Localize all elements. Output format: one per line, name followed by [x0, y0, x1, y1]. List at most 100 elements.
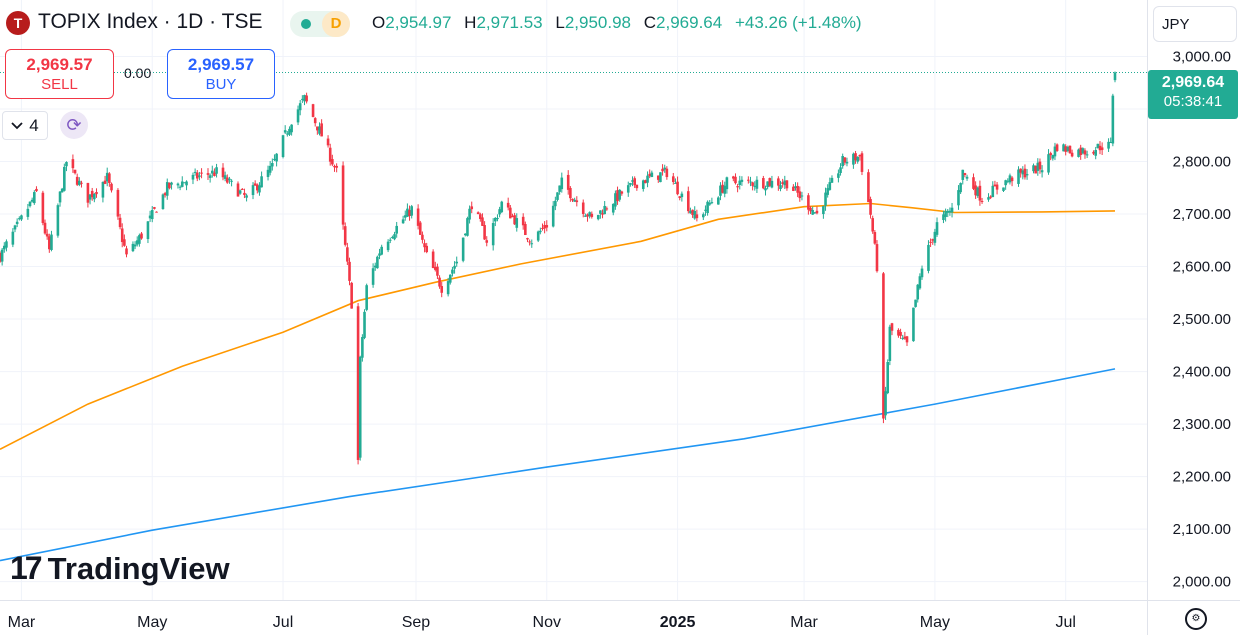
currency-selector[interactable]: JPY — [1153, 6, 1237, 42]
candle-body — [256, 184, 259, 191]
candle-body — [236, 183, 240, 197]
candle-body — [734, 176, 737, 184]
candle-body — [556, 192, 559, 200]
candle-body — [920, 268, 924, 278]
chevron-down-icon — [11, 121, 23, 129]
candle-body — [1100, 147, 1104, 150]
candle-body — [103, 180, 107, 184]
candle-body — [674, 182, 677, 184]
candle-body — [303, 95, 306, 102]
candle-body — [770, 180, 774, 188]
candle-body — [453, 265, 456, 269]
candle-body — [275, 153, 278, 162]
candle-body — [391, 237, 394, 239]
candle-body — [161, 194, 165, 210]
candle-body — [451, 269, 454, 274]
candle-body — [749, 181, 752, 183]
candle-body — [633, 178, 636, 186]
symbol-title[interactable]: TOPIX Index · 1D · TSE — [38, 10, 263, 33]
candle-body — [494, 217, 497, 222]
candle-body — [386, 241, 390, 251]
candle-body — [678, 196, 682, 198]
candle-body — [316, 126, 319, 131]
candle-body — [603, 205, 606, 215]
candle-body — [318, 126, 321, 134]
candle-body — [15, 221, 19, 225]
candle-body — [1098, 145, 1102, 151]
candle-body — [888, 326, 892, 361]
symbol-logo[interactable]: T — [6, 11, 30, 35]
candle-body — [333, 165, 336, 168]
x-tick-label: Nov — [533, 614, 561, 631]
refresh-icon[interactable]: ⟳ — [60, 111, 88, 139]
candle-body — [268, 165, 272, 173]
candle-body — [1092, 151, 1095, 154]
candle-body — [605, 208, 609, 210]
candle-body — [1070, 152, 1074, 157]
spread-value: 0.00 — [124, 65, 152, 81]
candle-body — [506, 202, 510, 208]
candle-body — [1085, 154, 1089, 156]
candle-body — [335, 165, 338, 168]
candle-body — [331, 159, 334, 165]
candle-body — [873, 232, 877, 244]
candle-body — [228, 178, 231, 181]
candle-body — [479, 214, 482, 219]
candle-body — [884, 391, 887, 416]
candle-body — [545, 225, 549, 228]
candle-body — [813, 212, 817, 214]
candle-body — [704, 209, 707, 211]
candle-body — [762, 178, 765, 189]
candle-body — [702, 214, 705, 218]
candle-body — [871, 218, 875, 232]
candle-body — [843, 157, 847, 163]
y-tick-label: 2,200.00 — [1173, 469, 1231, 486]
candle-body — [959, 183, 962, 193]
candle-body — [500, 201, 504, 213]
candle-body — [644, 180, 647, 184]
candle-body — [146, 221, 150, 239]
buy-button[interactable]: 2,969.57 BUY — [167, 49, 275, 99]
open-label: O — [372, 13, 386, 32]
settings-icon[interactable]: ⚙ — [1185, 608, 1207, 630]
candle-body — [753, 185, 757, 187]
candle-body — [783, 180, 787, 186]
candle-body — [90, 190, 94, 198]
candle-body — [26, 208, 30, 217]
candle-body — [1064, 146, 1067, 152]
candle-body — [837, 173, 840, 178]
buy-price: 2,969.57 — [187, 55, 255, 74]
candle-body — [225, 177, 229, 183]
candle-body — [86, 182, 90, 203]
candle-body — [1047, 154, 1050, 173]
candle-body — [1002, 187, 1005, 191]
candle-body — [980, 200, 984, 202]
candle-body — [101, 181, 105, 198]
candle-body — [511, 215, 514, 217]
candle-body — [163, 193, 167, 196]
candle-body — [328, 147, 332, 162]
candle-body — [365, 285, 368, 310]
candle-body — [438, 277, 441, 287]
candle-body — [165, 182, 169, 196]
candle-body — [153, 207, 156, 209]
candle-body — [155, 211, 158, 213]
candle-body — [73, 169, 77, 174]
candle-body — [0, 249, 4, 262]
candle-body — [1062, 144, 1065, 152]
last-price-value: 2,969.64 — [1161, 74, 1225, 91]
indicators-toggle-button[interactable]: 4 — [2, 111, 48, 140]
candle-body — [1025, 174, 1029, 176]
data-status-badge[interactable]: D — [322, 11, 350, 37]
candle-body — [461, 237, 465, 261]
candle-body — [406, 208, 409, 217]
candle-body — [807, 195, 810, 210]
candle-body — [751, 182, 754, 186]
candle-body — [0, 252, 2, 262]
market-status[interactable]: D — [290, 11, 350, 37]
candle-body — [320, 123, 323, 137]
candle-body — [33, 192, 36, 204]
tradingview-logo[interactable]: 17 TradingView — [10, 550, 230, 587]
candle-body — [809, 207, 812, 212]
sell-button[interactable]: 2,969.57 SELL — [5, 49, 114, 99]
